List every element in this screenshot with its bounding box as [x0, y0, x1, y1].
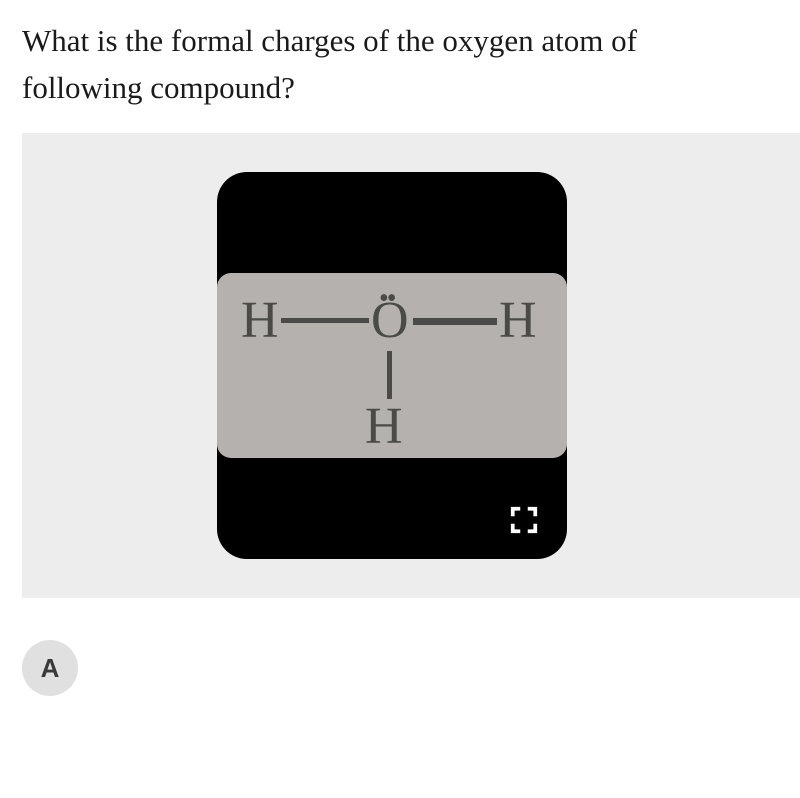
- atom-h-bottom: H: [365, 397, 403, 456]
- atom-h-left: H: [241, 291, 279, 350]
- bond-right: [413, 318, 497, 325]
- answer-label: A: [41, 653, 60, 684]
- figure-container: •• H O H H: [22, 133, 800, 598]
- bond-left: [281, 318, 369, 323]
- atom-h-right: H: [499, 291, 537, 350]
- answer-section: A: [22, 640, 800, 696]
- question-line-1: What is the formal charges of the oxygen…: [22, 23, 637, 58]
- bond-down: [387, 351, 392, 399]
- image-frame: •• H O H H: [217, 172, 567, 559]
- atom-o-center: O: [371, 291, 409, 350]
- chemical-structure-panel: •• H O H H: [217, 273, 567, 458]
- answer-option-a[interactable]: A: [22, 640, 78, 696]
- chemical-structure: •• H O H H: [217, 273, 567, 458]
- expand-icon[interactable]: [509, 505, 539, 535]
- question-line-2: following compound?: [22, 70, 295, 105]
- question-text: What is the formal charges of the oxygen…: [0, 0, 800, 111]
